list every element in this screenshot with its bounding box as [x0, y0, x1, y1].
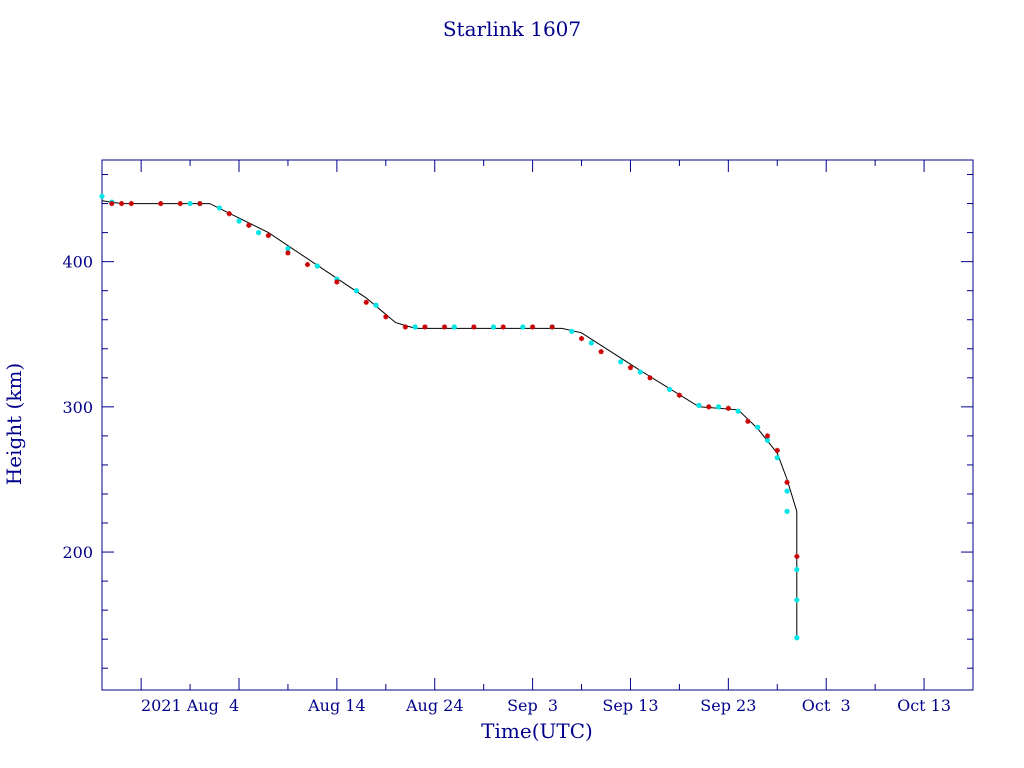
- data-point: [197, 200, 203, 207]
- data-point: [618, 359, 624, 365]
- data-point: [667, 386, 673, 393]
- data-point: [774, 447, 780, 454]
- data-point: [441, 324, 448, 330]
- data-point: [187, 200, 193, 207]
- x-tick-label: Sep 23: [700, 696, 756, 715]
- data-point: [764, 437, 771, 443]
- data-point: [755, 424, 761, 430]
- data-point: [128, 200, 134, 207]
- data-point: [549, 324, 555, 330]
- data-point: [255, 230, 262, 236]
- y-axis-label: Height (km): [2, 363, 26, 485]
- data-point: [471, 324, 477, 330]
- data-point: [265, 232, 271, 239]
- data-point: [569, 328, 575, 334]
- data-point: [422, 324, 428, 330]
- y-tick-label: 200: [62, 543, 93, 562]
- data-point: [246, 222, 252, 228]
- data-point: [412, 324, 418, 330]
- x-tick-label: Aug 24: [405, 696, 464, 715]
- data-point: [578, 336, 585, 342]
- data-point: [588, 340, 594, 346]
- data-point: [99, 193, 105, 199]
- data-point: [784, 488, 790, 494]
- data-point: [334, 279, 340, 285]
- data-point: [109, 200, 115, 207]
- data-point: [383, 314, 389, 320]
- y-tick-labels: 200 300 400: [62, 253, 93, 562]
- data-point: [706, 404, 712, 410]
- data-point: [647, 375, 653, 381]
- data-point: [520, 324, 526, 330]
- data-point: [794, 597, 800, 603]
- data-point: [226, 211, 232, 217]
- x-tick-labels: 2021 Aug 4 Aug 14 Aug 24 Sep 3 Sep 13 Sep 23 O…: [141, 696, 951, 715]
- data-point: [314, 263, 320, 269]
- data-point: [676, 392, 683, 398]
- data-point: [764, 433, 771, 439]
- data-point: [696, 402, 702, 408]
- data-points: [99, 193, 800, 641]
- data-point: [236, 218, 242, 224]
- data-point: [158, 200, 164, 207]
- data-point: [794, 553, 800, 560]
- data-point: [598, 349, 604, 355]
- axis-ticks: [102, 160, 974, 690]
- x-tick-label: Sep 3: [507, 696, 558, 715]
- data-point: [363, 299, 369, 305]
- data-point: [402, 324, 408, 330]
- data-point: [451, 324, 457, 330]
- data-point: [637, 369, 643, 375]
- data-point: [177, 200, 183, 207]
- y-tick-label: 400: [62, 253, 93, 272]
- data-point: [285, 245, 291, 252]
- data-point: [715, 404, 722, 410]
- x-tick-label: Sep 13: [602, 696, 658, 715]
- data-point: [784, 479, 790, 485]
- data-point: [216, 205, 223, 211]
- y-tick-label: 300: [62, 398, 93, 417]
- data-point: [304, 261, 311, 268]
- chart-title: Starlink 1607: [443, 17, 581, 41]
- data-point: [784, 508, 790, 514]
- data-point: [774, 455, 780, 461]
- data-point: [118, 200, 125, 207]
- data-point: [725, 405, 731, 411]
- data-point: [500, 324, 506, 330]
- data-point: [373, 302, 379, 308]
- data-point: [490, 324, 497, 330]
- data-point: [285, 250, 291, 256]
- data-point: [794, 566, 800, 573]
- data-point: [627, 365, 634, 371]
- height-trend-line: [101, 200, 798, 640]
- x-tick-label: 2021 Aug 4: [141, 696, 239, 715]
- data-point: [794, 635, 800, 641]
- data-point: [745, 418, 751, 424]
- x-axis-label: Time(UTC): [481, 719, 593, 743]
- data-point: [353, 288, 360, 294]
- x-tick-label: Oct 13: [897, 696, 951, 715]
- x-tick-label: Aug 14: [307, 696, 366, 715]
- data-point: [530, 324, 536, 330]
- plot-frame: [101, 159, 974, 691]
- data-point: [735, 408, 741, 414]
- x-tick-label: Oct 3: [802, 696, 851, 715]
